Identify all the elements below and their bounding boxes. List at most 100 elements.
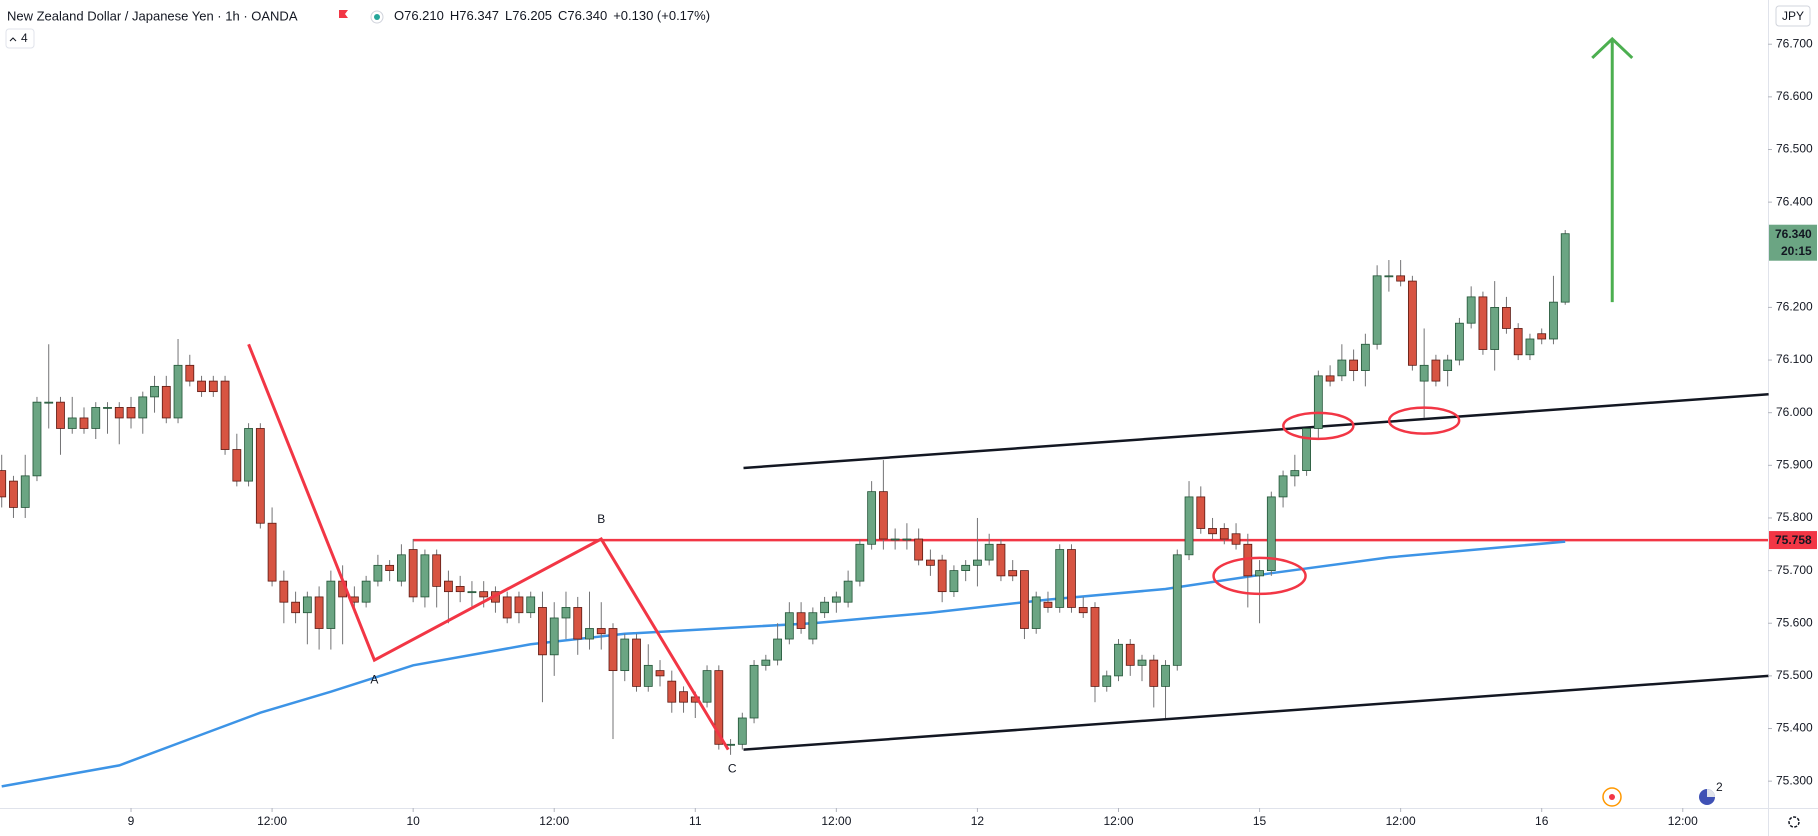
news-count-icon: 2 <box>1716 780 1723 794</box>
target-arrow <box>1591 36 1634 303</box>
candle-body <box>632 638 641 687</box>
y-tick-label: 76.000 <box>1776 405 1813 419</box>
candle-body <box>890 538 900 541</box>
candle-body <box>314 596 324 629</box>
candle-body <box>749 664 759 719</box>
candle-body <box>1325 375 1335 382</box>
candle-body <box>267 522 277 582</box>
candle-body <box>91 407 101 429</box>
highlight-ellipse <box>1212 556 1307 596</box>
candle-body <box>361 580 371 603</box>
y-tick-label: 76.500 <box>1776 142 1813 156</box>
candle-body <box>220 380 230 450</box>
candle-body <box>808 612 818 640</box>
y-tick-label: 75.300 <box>1776 773 1813 787</box>
legend-value: +0.130 (+0.17%) <box>613 8 710 23</box>
event-icon[interactable] <box>1602 787 1622 807</box>
candle-body <box>1196 496 1206 529</box>
x-tick-label: 12:00 <box>821 814 851 828</box>
candle-body <box>714 670 724 745</box>
candle-body <box>702 670 712 703</box>
candle-body <box>1560 233 1570 303</box>
candle-body <box>1255 570 1264 577</box>
x-tick-label: 15 <box>1253 814 1267 828</box>
candle-body <box>1396 275 1406 282</box>
candle-body <box>737 717 747 745</box>
candle-body <box>596 628 606 635</box>
candle-body <box>479 591 489 598</box>
candle-body <box>44 401 54 404</box>
candle-body <box>185 364 195 382</box>
y-tick-label: 76.400 <box>1776 194 1813 208</box>
candle-body <box>655 670 665 677</box>
y-tick-label: 76.200 <box>1776 300 1813 314</box>
candle-body <box>79 417 89 429</box>
candle-body <box>1349 359 1359 371</box>
settings-icon[interactable] <box>1788 816 1800 828</box>
candle-body <box>1478 296 1488 350</box>
y-tick-label: 75.900 <box>1776 457 1813 471</box>
candle-body <box>1102 675 1112 687</box>
candle-body <box>1208 528 1217 535</box>
status-dot <box>374 14 380 20</box>
x-tick-label: 16 <box>1535 814 1549 828</box>
level-price-label: 75.758 <box>1775 533 1812 547</box>
candle-body <box>1184 496 1194 556</box>
candle-body <box>573 607 583 640</box>
candle-body <box>961 564 971 572</box>
candle-body <box>1020 570 1029 629</box>
candle-body <box>173 364 183 419</box>
candle-body <box>1466 296 1476 324</box>
ohlc-legend: O76.210 H76.347 L76.205 C76.340 +0.130 (+0.1… <box>394 8 710 23</box>
candle-body <box>302 596 312 614</box>
candle-body <box>432 554 442 587</box>
candle-body <box>1125 643 1135 666</box>
candle-body <box>373 564 383 582</box>
candle-body <box>67 417 77 429</box>
candle-body <box>855 543 865 582</box>
zigzag-label: B <box>597 512 605 526</box>
x-tick-label: 10 <box>406 814 420 828</box>
candle-body <box>291 601 300 614</box>
legend-value: H76.347 <box>450 8 499 23</box>
level-price-box <box>1769 531 1817 550</box>
candle-body <box>150 385 159 398</box>
candle-body <box>949 570 959 593</box>
candle-body <box>1231 533 1241 545</box>
candle-body <box>867 491 877 545</box>
candle-body <box>420 554 430 598</box>
candle-body <box>208 380 218 393</box>
candle-body <box>1078 607 1088 614</box>
symbol-title: New Zealand Dollar / Japanese Yen · 1h ·… <box>7 8 298 23</box>
candle-body <box>1067 549 1076 608</box>
candle-body <box>1372 275 1382 345</box>
candle-body <box>197 380 206 393</box>
candle-body <box>526 596 536 614</box>
axes: 75.300 75.400 75.500 75.600 75.700 75.800 75.9… <box>128 36 1817 828</box>
legend-value: O76.210 <box>394 8 444 23</box>
currency-box[interactable] <box>1775 5 1811 27</box>
status-icon[interactable] <box>370 10 384 24</box>
header: New Zealand Dollar / Japanese Yen · 1h ·… <box>5 8 710 49</box>
y-tick-label: 76.100 <box>1776 352 1813 366</box>
y-tick-label: 76.700 <box>1776 36 1813 50</box>
candle-body <box>549 617 559 656</box>
indicator-toggle[interactable] <box>5 28 35 49</box>
candle-body <box>126 407 136 419</box>
moving-average <box>1 540 1566 788</box>
candle-body <box>161 385 171 419</box>
candle-body <box>103 407 112 409</box>
x-tick-label: 12 <box>971 814 985 828</box>
y-tick-label: 75.600 <box>1776 615 1813 629</box>
legend-value: L76.205 <box>505 8 552 23</box>
y-tick-label: 75.800 <box>1776 510 1813 524</box>
zigzag-pattern <box>247 343 730 751</box>
candle-body <box>1161 664 1170 687</box>
x-tick-label: 9 <box>128 814 135 828</box>
candle-body <box>831 596 841 603</box>
last-price-label: 76.340 <box>1775 227 1812 241</box>
candle-body <box>1407 280 1417 366</box>
x-tick-label: 12:00 <box>1386 814 1416 828</box>
candle-body <box>1243 543 1253 577</box>
candle-body <box>996 543 1006 577</box>
